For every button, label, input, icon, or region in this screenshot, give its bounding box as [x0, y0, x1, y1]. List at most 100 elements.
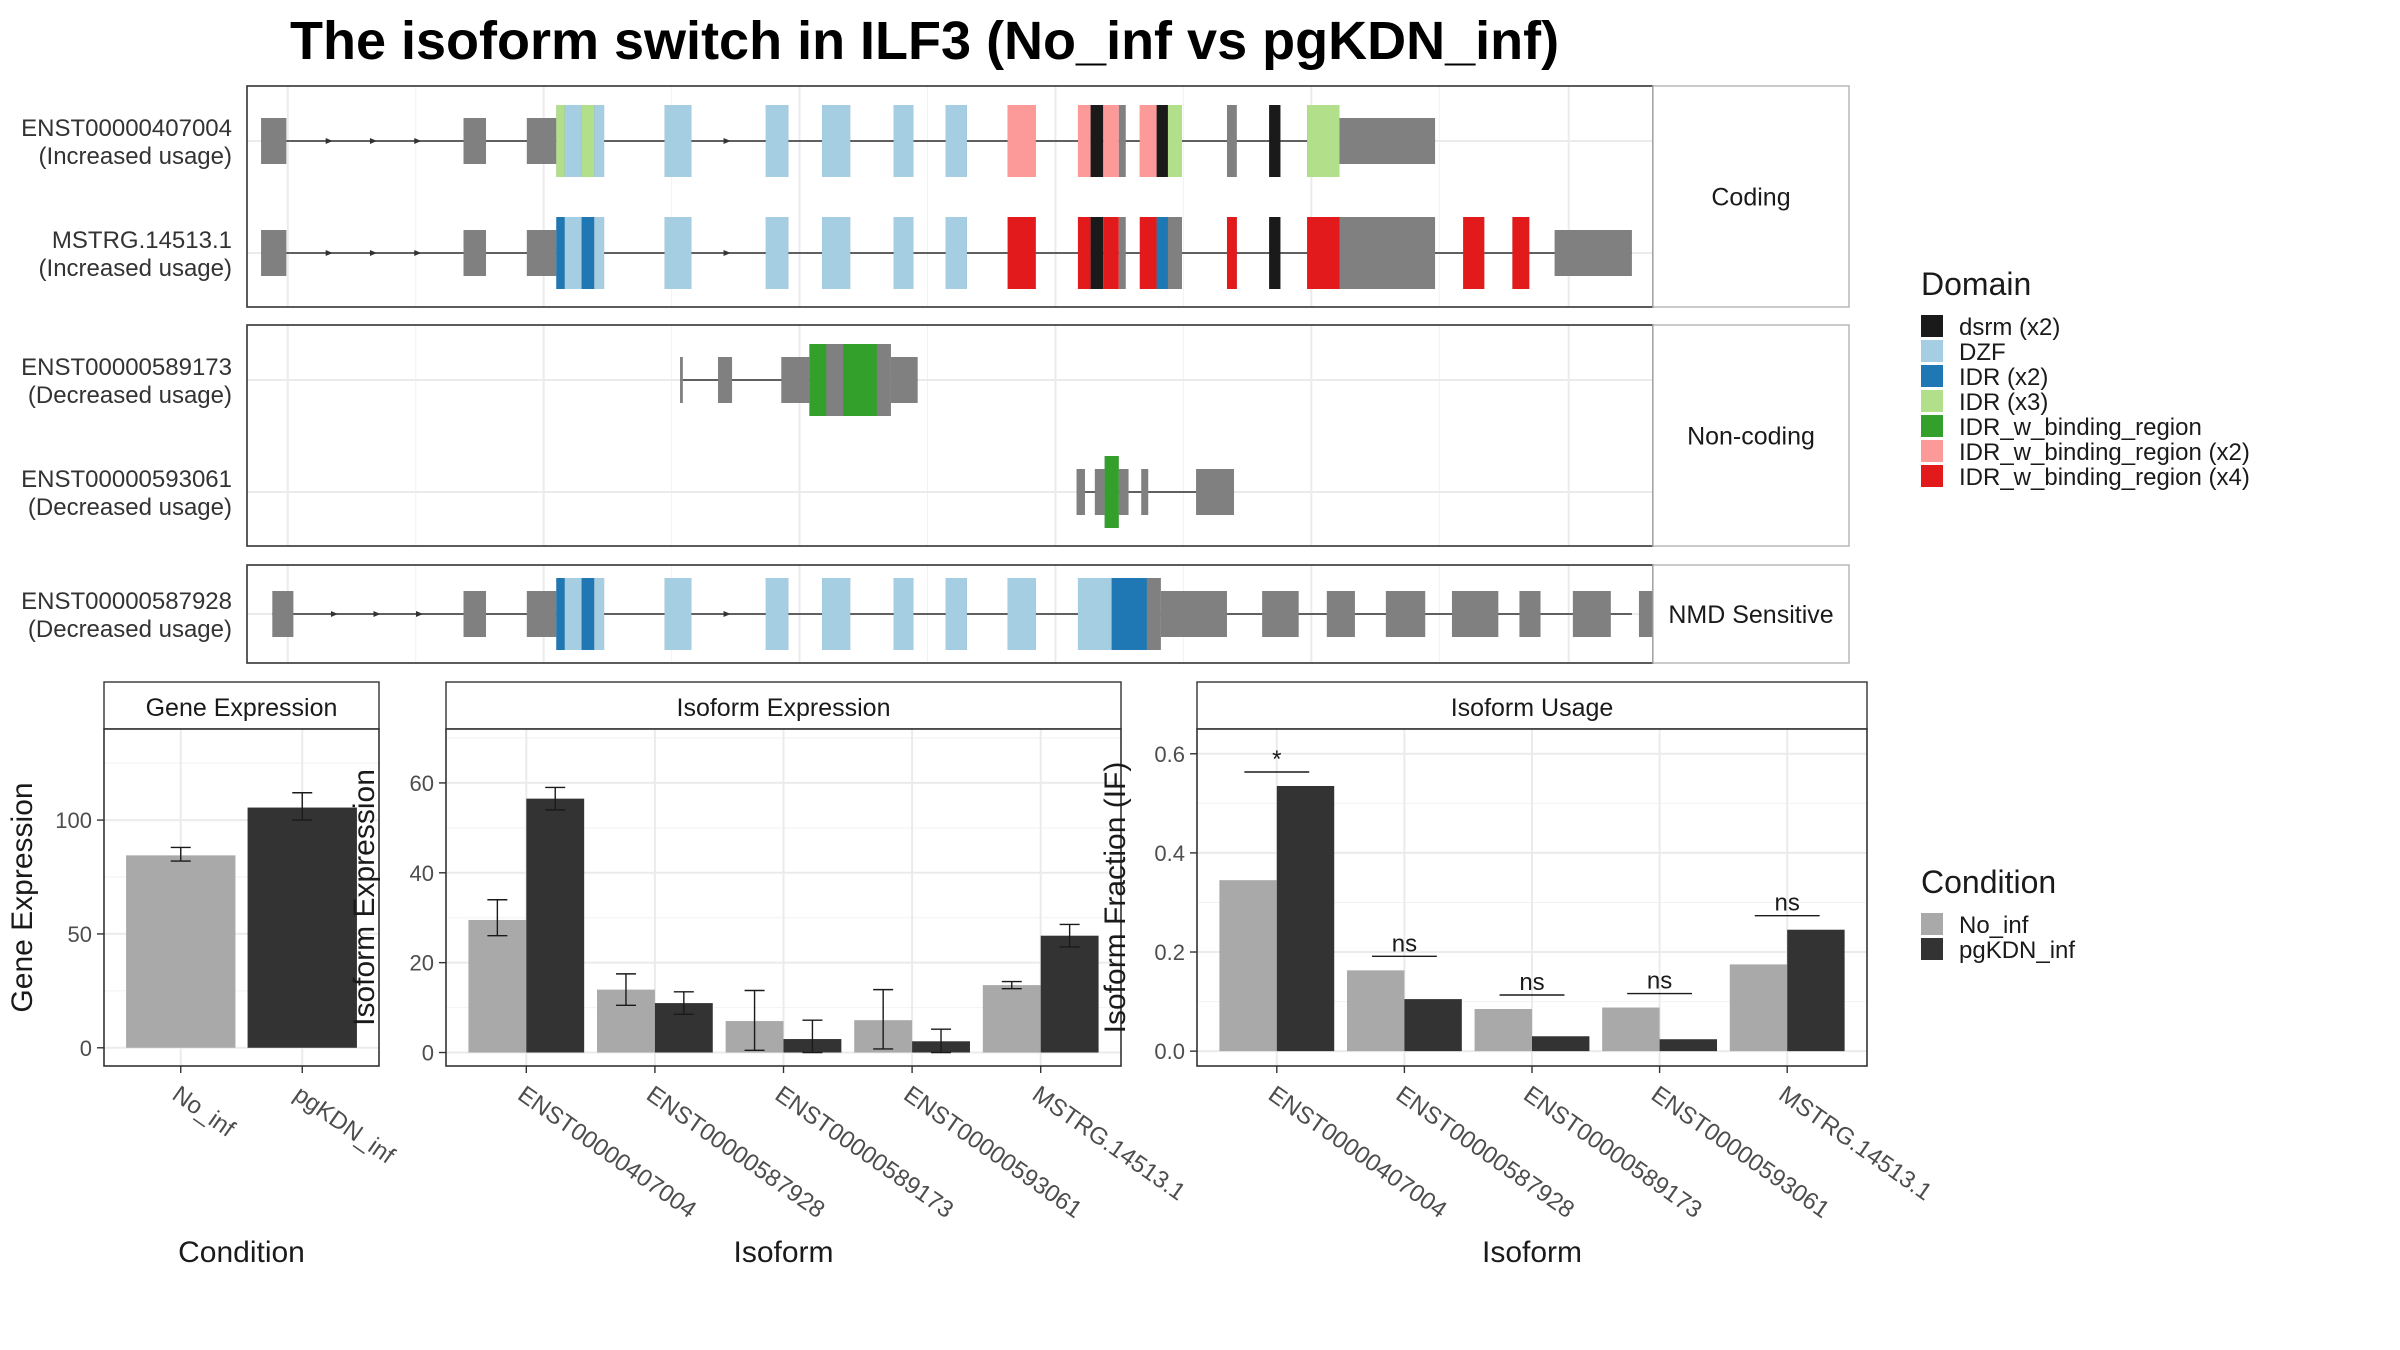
- y-tick-label: 0.6: [1154, 742, 1185, 767]
- utr-exon: [1160, 591, 1227, 637]
- bar: [126, 855, 236, 1048]
- legend-swatch: [1921, 390, 1943, 412]
- isoform-usage-label: (Increased usage): [39, 255, 232, 282]
- bar: [1404, 999, 1462, 1052]
- utr-exon: [1141, 469, 1149, 515]
- utr-exon: [272, 591, 294, 637]
- domain-block: [945, 105, 967, 177]
- utr-exon: [680, 357, 683, 403]
- domain-block: [1007, 578, 1036, 650]
- isoform-usage-label: (Decreased usage): [28, 616, 232, 643]
- y-tick-label: 50: [68, 922, 92, 947]
- structure-panel-coding: ENST00000407004(Increased usage)MSTRG.14…: [21, 85, 1850, 308]
- domain-block: [822, 578, 851, 650]
- legend-label: IDR (x3): [1959, 389, 2048, 416]
- domain-block: [765, 217, 789, 289]
- legend-swatch: [1921, 365, 1943, 387]
- x-axis-title: Condition: [178, 1236, 305, 1269]
- utr-exon: [1326, 591, 1355, 637]
- intron-arrow: [723, 611, 731, 617]
- utr-exon: [1094, 469, 1105, 515]
- y-tick-label: 0: [80, 1036, 92, 1061]
- utr-exon: [526, 118, 557, 164]
- coding-exon: [1226, 105, 1237, 177]
- bar: [1474, 1009, 1532, 1052]
- panel-strip-label: Coding: [1711, 184, 1790, 212]
- legend-label: IDR (x2): [1959, 364, 2048, 391]
- utr-exon: [1262, 591, 1299, 637]
- legend-label: pgKDN_inf: [1959, 937, 2075, 964]
- intron-arrow: [325, 138, 333, 144]
- domain-block: [1007, 217, 1036, 289]
- y-tick-label: 40: [410, 861, 434, 886]
- y-axis-title: Isoform Expression: [348, 769, 381, 1026]
- domain-block: [581, 578, 595, 650]
- isoform-track-enst00000407004: [261, 105, 1436, 177]
- isoform-track-enst00000587928: [272, 578, 1653, 650]
- intron-arrow: [373, 611, 381, 617]
- utr-exon: [1451, 591, 1499, 637]
- bar: [1787, 929, 1845, 1052]
- bar: [1219, 880, 1277, 1052]
- significance-label: ns: [1775, 890, 1800, 917]
- legend-swatch: [1921, 440, 1943, 462]
- strip-box: [1652, 324, 1850, 547]
- domain-block: [765, 105, 789, 177]
- utr-exon: [526, 230, 557, 276]
- y-tick-label: 20: [410, 951, 434, 976]
- domain-block: [1104, 456, 1119, 528]
- domain-block: [1269, 217, 1281, 289]
- bar: [1346, 970, 1405, 1052]
- domain-block: [556, 578, 565, 650]
- intron-arrow: [330, 611, 338, 617]
- bar: [982, 985, 1041, 1053]
- utr-exon: [1385, 591, 1426, 637]
- domain-block: [765, 578, 789, 650]
- panel-strip-label: NMD Sensitive: [1668, 601, 1833, 629]
- isoform-name-label: ENST00000407004: [21, 115, 232, 142]
- coding-exon: [1118, 217, 1126, 289]
- bar: [1729, 964, 1788, 1052]
- structure-panel-nmd-sensitive: ENST00000587928(Decreased usage) NMD Sens…: [21, 564, 1850, 664]
- legend-label: IDR_w_binding_region: [1959, 414, 2202, 441]
- utr-exon: [1572, 591, 1611, 637]
- domain-block: [594, 105, 605, 177]
- utr-exon: [261, 230, 287, 276]
- y-tick-label: 0.2: [1154, 940, 1185, 965]
- coding-exon: [1118, 105, 1126, 177]
- chart-strip: [1196, 681, 1868, 730]
- domain-block: [594, 217, 605, 289]
- panel-strip-label: Non-coding: [1687, 423, 1815, 451]
- domain-block: [564, 578, 582, 650]
- intron-arrow: [723, 250, 731, 256]
- domain-block: [664, 578, 692, 650]
- legend-title: Condition: [1921, 864, 2056, 900]
- legend-label: dsrm (x2): [1959, 314, 2060, 341]
- isoform-usage-label: (Increased usage): [39, 143, 232, 170]
- panel-background: [247, 325, 1653, 546]
- utr-exon: [890, 357, 918, 403]
- significance-label: ns: [1647, 968, 1672, 995]
- bar: [1602, 1007, 1660, 1052]
- structure-panel-non-coding: ENST00000589173(Decreased usage)ENST0000…: [21, 324, 1850, 547]
- utr-exon: [526, 591, 557, 637]
- domain-block: [945, 217, 967, 289]
- legend-label: No_inf: [1959, 912, 2029, 939]
- chart-isoform-expression: Isoform Expression0204060ENST00000407004…: [348, 681, 1190, 1269]
- isoform-name-label: ENST00000589173: [21, 354, 232, 381]
- isoform-name-label: ENST00000587928: [21, 588, 232, 615]
- domain-block: [564, 217, 582, 289]
- strip-box: [1652, 85, 1850, 308]
- domain-block: [1226, 217, 1237, 289]
- domain-block: [822, 217, 851, 289]
- intron-arrow: [415, 611, 423, 617]
- domain-block: [893, 105, 914, 177]
- domain-block: [1156, 105, 1168, 177]
- domain-block: [945, 578, 967, 650]
- isoform-usage-label: (Decreased usage): [28, 382, 232, 409]
- plot-border: [103, 728, 380, 1067]
- domain-block: [1077, 105, 1091, 177]
- bar: [526, 798, 585, 1053]
